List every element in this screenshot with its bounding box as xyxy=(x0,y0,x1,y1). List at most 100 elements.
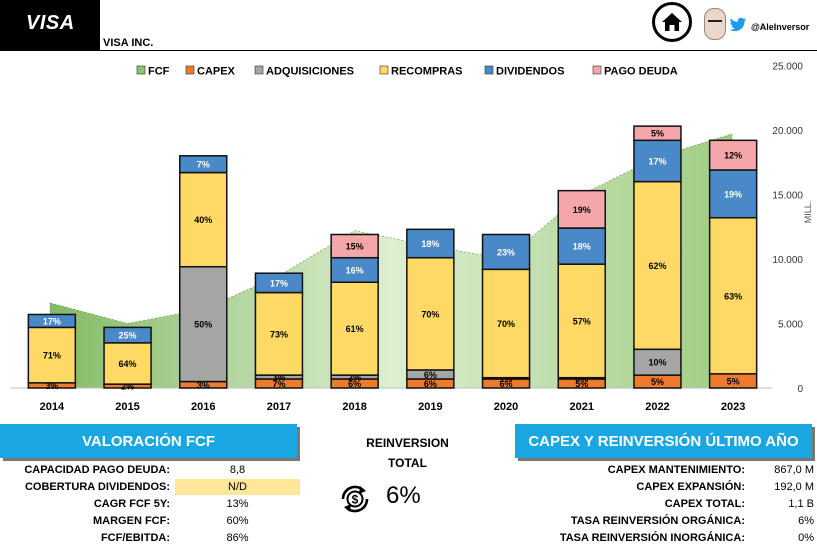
legend-swatch xyxy=(136,65,146,75)
data-label: 64% xyxy=(119,359,137,369)
data-label: 3% xyxy=(272,373,285,383)
y-tick-label: 10.000 xyxy=(772,255,803,266)
data-label: 63% xyxy=(724,291,742,301)
home-icon xyxy=(662,13,682,31)
table-row: CAPEX EXPANSIÓN: 192,0 M xyxy=(0,479,817,495)
data-label: 3% xyxy=(45,381,58,391)
row-value: 8,8 xyxy=(229,464,246,476)
row-label: TASA REINVERSIÓN ORGÁNICA: xyxy=(570,515,745,527)
legend-label: DIVIDENDOS xyxy=(496,66,564,78)
bar-segment xyxy=(330,281,379,376)
bar-segment xyxy=(103,342,152,385)
fcf-area xyxy=(49,133,733,389)
row-label: FCF/EBITDA: xyxy=(100,532,170,544)
bar-segment xyxy=(633,180,682,351)
data-label: 5% xyxy=(651,377,664,387)
data-label: 15% xyxy=(346,242,364,252)
data-label: 6% xyxy=(424,379,437,389)
table-row: CAPEX TOTAL: 1,1 B xyxy=(0,496,817,512)
bar-segment xyxy=(179,265,228,383)
data-label: 5% xyxy=(575,379,588,389)
reinversion-value: 6% xyxy=(386,482,421,509)
home-button[interactable] xyxy=(652,2,692,42)
fcf-allocation-chart: 0 5.000 10.000 15.000 20.000 25.000 MILL. 3% 71%… xyxy=(10,62,813,413)
row-label: CAGR FCF 5Y: xyxy=(93,498,170,510)
legend-label: CAPEX xyxy=(197,66,236,78)
visa-logo: VISA xyxy=(0,0,100,50)
y-tick-label: 5.000 xyxy=(778,320,803,331)
table-row: FCF/EBITDA: 86% xyxy=(0,530,817,546)
row-label: COBERTURA DIVIDENDOS: xyxy=(24,481,170,493)
table-row: TASA REINVERSIÓN INORGÁNICA: 0% xyxy=(0,530,817,546)
bar-segment xyxy=(103,326,152,344)
row-label: CAPEX EXPANSIÓN: xyxy=(636,481,745,493)
data-label: 1% xyxy=(500,374,513,384)
bar-segment xyxy=(708,139,758,171)
legend-swatch xyxy=(379,65,389,75)
data-label: 19% xyxy=(573,205,591,215)
x-tick-label: 2017 xyxy=(267,401,291,413)
capex-header: CAPEX Y REINVERSIÓN ÚLTIMO AÑO xyxy=(515,424,812,458)
twitter-icon[interactable] xyxy=(729,17,747,33)
row-value: 6% xyxy=(798,515,814,527)
bar-segment xyxy=(481,233,531,271)
svg-text:$: $ xyxy=(352,493,359,507)
y-tick-label: 0 xyxy=(797,384,803,395)
bar-segment xyxy=(254,272,304,294)
bar-segment xyxy=(481,268,531,379)
x-tick-label: 2014 xyxy=(40,401,65,413)
row-label: CAPEX MANTENIMIENTO: xyxy=(607,464,745,476)
data-label: 6% xyxy=(500,379,513,389)
data-label: 6% xyxy=(424,370,437,380)
x-tick-label: 2015 xyxy=(115,401,139,413)
row-value: 867,0 M xyxy=(774,464,814,476)
y-tick-label: 15.000 xyxy=(772,191,803,202)
legend-label: ADQUISICIONES xyxy=(266,66,354,78)
row-value: 0% xyxy=(798,532,814,544)
bar-segment xyxy=(254,291,304,376)
row-value: N/D xyxy=(175,479,300,495)
data-label: 57% xyxy=(573,316,591,326)
y-tick-label: 25.000 xyxy=(772,62,803,73)
row-value: 1,1 B xyxy=(788,498,814,510)
data-label: 5% xyxy=(727,376,740,386)
data-label: 17% xyxy=(270,278,288,288)
data-label: 50% xyxy=(194,320,212,330)
bar-segment xyxy=(708,169,758,219)
legend-label: PAGO DEUDA xyxy=(604,66,678,78)
data-label: 70% xyxy=(497,319,515,329)
twitter-handle[interactable]: @AleInversor xyxy=(751,22,810,32)
data-label: 62% xyxy=(648,261,666,271)
data-label: 17% xyxy=(648,156,666,166)
bar-segment xyxy=(179,171,228,268)
y-tick-label: 20.000 xyxy=(772,126,803,137)
x-tick-label: 2020 xyxy=(494,401,518,413)
data-label: 70% xyxy=(421,309,439,319)
data-label: 7% xyxy=(197,160,210,170)
x-tick-label: 2022 xyxy=(645,401,669,413)
legend-label: FCF xyxy=(148,66,170,78)
data-label: 16% xyxy=(346,265,364,275)
row-label: CAPEX TOTAL: xyxy=(664,498,745,510)
table-row: CAPACIDAD PAGO DEUDA: 8,8 xyxy=(0,462,817,478)
legend-swatch xyxy=(185,65,195,75)
data-label: 2% xyxy=(348,373,361,383)
data-label: 19% xyxy=(724,189,742,199)
data-label: 3% xyxy=(197,380,210,390)
data-label: 10% xyxy=(648,358,666,368)
x-tick-label: 2019 xyxy=(418,401,442,413)
logo-text: VISA xyxy=(26,12,75,34)
bar-segment xyxy=(633,139,682,183)
avatar xyxy=(704,8,726,40)
bar-segment xyxy=(27,326,77,384)
table-row: CAGR FCF 5Y: 13% xyxy=(0,496,817,512)
data-label: 7% xyxy=(272,379,285,389)
legend-swatch xyxy=(254,65,264,75)
x-tick-label: 2018 xyxy=(342,401,366,413)
data-label: 18% xyxy=(573,242,591,252)
valoracion-header: VALORACIÓN FCF xyxy=(0,424,297,458)
legend-label: RECOMPRAS xyxy=(391,66,463,78)
row-label: CAPACIDAD PAGO DEUDA: xyxy=(24,464,170,476)
data-label: 61% xyxy=(346,324,364,334)
table-row: MARGEN FCF: 60% xyxy=(0,513,817,529)
